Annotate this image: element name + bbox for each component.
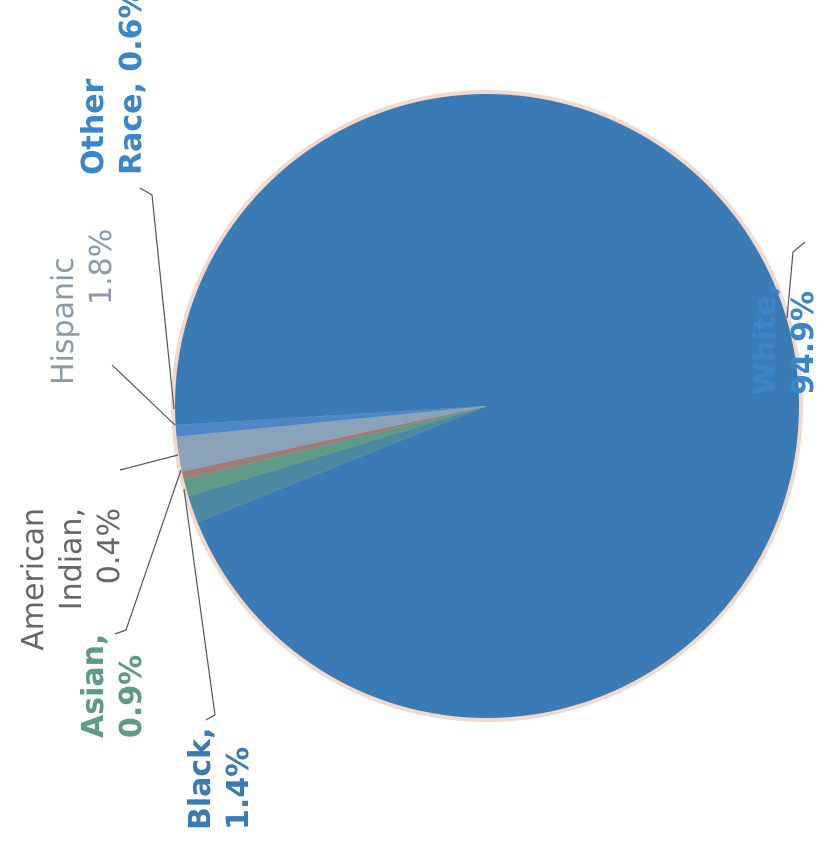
label-white-value: 94.9% [786, 291, 821, 395]
leader-line-white [786, 241, 806, 319]
label-white-name: White, [748, 284, 783, 395]
label-other-race-value: Race, 0.6% [114, 0, 149, 175]
leader-line-black [183, 488, 216, 721]
label-other-race: Other Race, 0.6% [76, 0, 149, 175]
leader-line-asian [114, 469, 182, 635]
label-american-indian-line2: Indian, [54, 508, 89, 610]
label-asian: Asian, 0.9% [76, 634, 149, 738]
pie-slice-other-race [175, 406, 487, 437]
label-black: Black, 1.4% [183, 727, 256, 830]
pie-slice-white [175, 93, 799, 718]
pie-slice-american-indian [181, 406, 487, 480]
label-hispanic-value: 1.8% [84, 229, 119, 305]
label-black-value: 1.4% [221, 747, 256, 830]
label-asian-name: Asian, [76, 634, 111, 738]
pie-slice-asian [183, 406, 487, 497]
label-american-indian-value: 0.4% [92, 508, 127, 584]
label-american-indian-line1: American [16, 508, 51, 651]
pie-slice-black [188, 406, 487, 523]
leader-line-american-indian [119, 454, 179, 471]
pie-slice-hispanic [176, 406, 487, 472]
leader-line-other-race [139, 187, 175, 410]
label-american-indian: American Indian, 0.4% [16, 508, 127, 651]
leader-line-hispanic [111, 364, 176, 426]
label-hispanic: Hispanic 1.8% [46, 229, 119, 385]
leader-lines [111, 187, 806, 721]
label-asian-value: 0.9% [114, 655, 149, 738]
label-hispanic-name: Hispanic [46, 257, 81, 385]
pie-slices [175, 93, 799, 718]
label-black-name: Black, [183, 727, 218, 830]
label-other-race-name: Other [76, 78, 111, 175]
label-white: White, 94.9% [748, 284, 821, 395]
